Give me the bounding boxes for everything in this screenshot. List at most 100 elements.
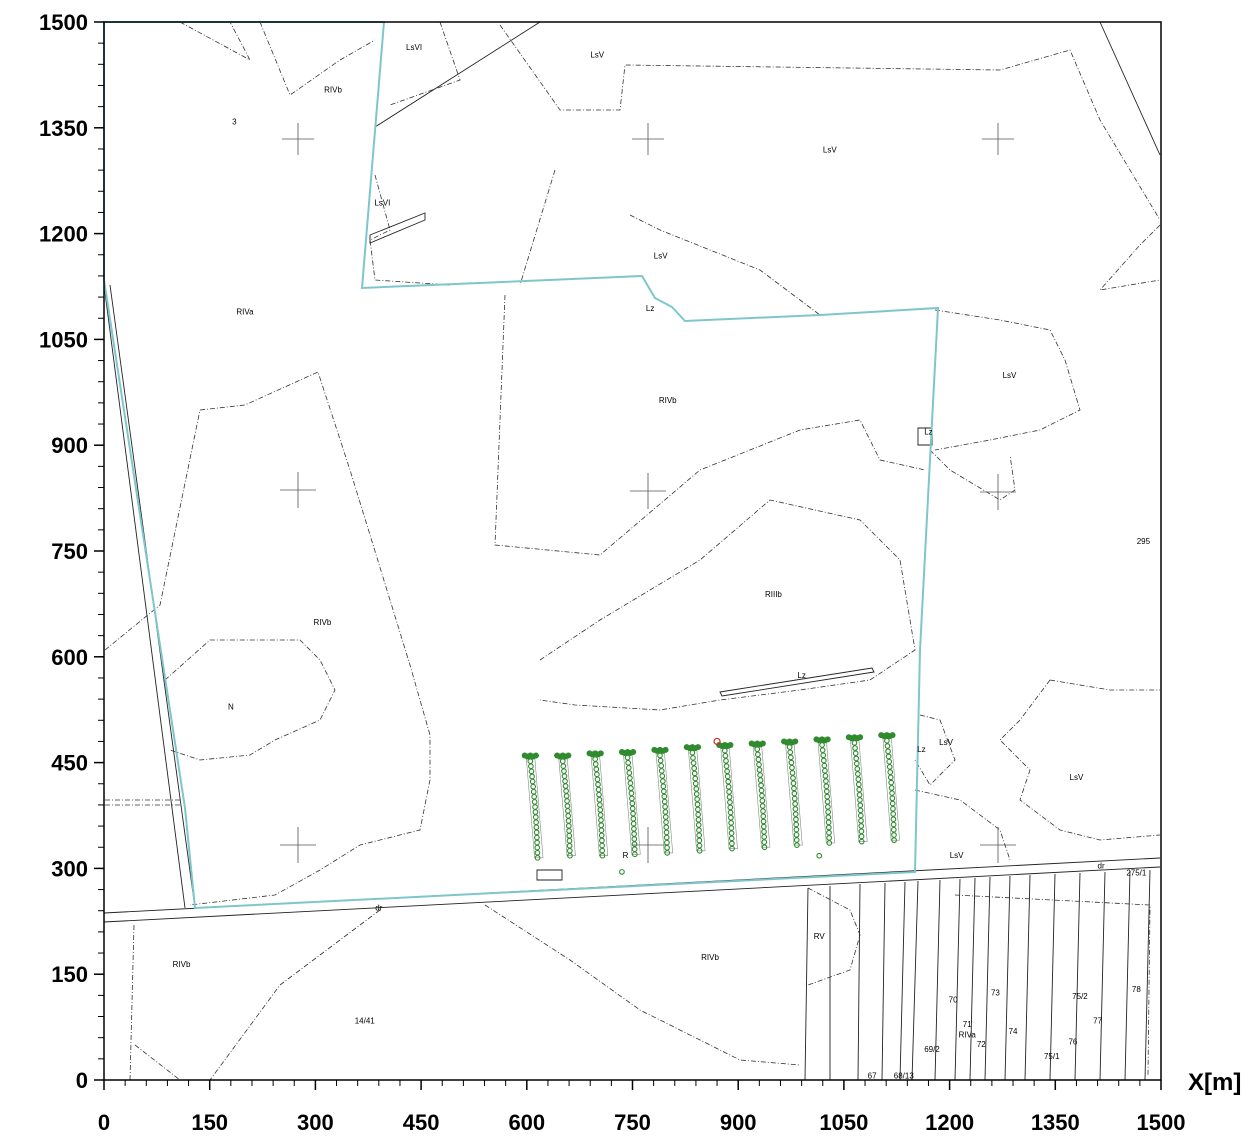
turbine-point [726, 794, 733, 800]
turbine-point [534, 834, 540, 841]
turbine-point [857, 807, 864, 814]
turbine-marker [532, 752, 539, 759]
turbine-point [597, 807, 604, 813]
turbine-marker [597, 750, 604, 757]
turbine-marker [792, 738, 799, 745]
turbine-point [659, 778, 666, 785]
turbine-point [693, 791, 700, 797]
turbine-point [891, 837, 897, 844]
turbine-point [628, 790, 635, 797]
turbine-point [723, 758, 729, 764]
turbine-point [565, 823, 572, 829]
turbine-point [760, 808, 766, 814]
turbine-point [729, 845, 735, 852]
parcel-label: 75/2 [1072, 992, 1088, 1001]
turbine-point [533, 824, 540, 831]
turbine-point [625, 759, 632, 766]
turbine-point [592, 761, 599, 768]
x-axis-title: X[m] [1188, 1069, 1241, 1096]
parcel-label: 71 [963, 1020, 972, 1029]
turbine-point [826, 829, 832, 836]
turbine-point [857, 802, 864, 809]
turbine-point [822, 767, 828, 774]
turbine-point [631, 826, 637, 832]
turbine-point [886, 764, 893, 770]
turbine-point [824, 804, 831, 810]
turbine-point [664, 850, 671, 856]
turbine-point [890, 816, 897, 823]
parcel-label: 78 [1132, 985, 1141, 994]
x-tick-label: 900 [720, 1110, 757, 1135]
turbine-point [598, 832, 605, 839]
turbine-point [566, 847, 573, 854]
turbine-point [823, 783, 830, 790]
turbine-point [599, 842, 605, 849]
turbine-point [631, 836, 638, 842]
turbine-point [598, 827, 605, 834]
turbine-point [662, 814, 669, 820]
parcel-label: Lz [924, 428, 932, 437]
turbine-point [631, 851, 638, 858]
turbine-point [890, 821, 897, 828]
turbine-point [594, 771, 600, 778]
x-tick-label: 1500 [1137, 1110, 1186, 1135]
turbine-point [596, 791, 602, 798]
parcel-label: dr [1098, 861, 1105, 870]
turbine-point [563, 793, 570, 799]
turbine-point [759, 797, 766, 804]
turbine-point [825, 819, 832, 826]
turbine-point [889, 800, 896, 807]
turbine-point [627, 775, 633, 781]
turbine-point [789, 764, 795, 771]
turbine-point [696, 827, 702, 833]
turbine-point [826, 840, 833, 846]
turbine-point [852, 745, 858, 751]
x-tick-label: 600 [508, 1110, 545, 1135]
parcel-label: RIVb [324, 86, 342, 95]
turbine-point [619, 869, 625, 875]
turbine-point [858, 817, 864, 824]
turbine-point [564, 798, 570, 804]
turbine-point [790, 775, 796, 781]
turbine-point [695, 811, 702, 818]
turbine-point [759, 792, 765, 799]
turbine-point [657, 752, 663, 759]
turbine-point [825, 809, 831, 815]
turbine-point [696, 842, 703, 849]
turbine-point [565, 813, 572, 819]
turbine-point [630, 810, 636, 817]
parcel-label: LsV [1003, 371, 1017, 380]
turbine-point [661, 793, 668, 800]
turbine-point [884, 737, 890, 744]
turbine-point [727, 799, 733, 806]
parcel-label: RIVb [173, 960, 191, 969]
y-tick-label: 1050 [39, 327, 88, 352]
survey-crosses [280, 123, 1016, 863]
turbine-point [595, 786, 602, 793]
parcel-label: 72 [977, 1040, 986, 1049]
parcel-label: LsV [654, 251, 668, 260]
turbine-point [816, 852, 823, 859]
turbine-point [663, 824, 670, 831]
turbine-point [692, 775, 699, 782]
turbine-point [728, 830, 735, 837]
turbine-point [824, 793, 831, 800]
turbine-point [758, 782, 764, 789]
parcel-label: Lz [797, 671, 805, 680]
x-tick-label: 300 [297, 1110, 334, 1135]
turbine-point [631, 846, 638, 853]
turbine-point [856, 786, 863, 793]
parcel-label: RIVb [314, 618, 332, 627]
y-tick-label: 0 [76, 1068, 88, 1093]
parcel-label: 3 [232, 117, 237, 126]
turbine-point [790, 780, 797, 787]
turbine-point [789, 770, 796, 776]
turbine-point [890, 826, 897, 833]
y-tick-label: 600 [51, 645, 88, 670]
highlight-marker [713, 737, 721, 746]
turbine-layout [521, 732, 900, 875]
turbine-point [528, 763, 534, 770]
turbine-point [792, 806, 799, 812]
turbine-point [793, 837, 800, 843]
turbine-point [754, 751, 761, 758]
